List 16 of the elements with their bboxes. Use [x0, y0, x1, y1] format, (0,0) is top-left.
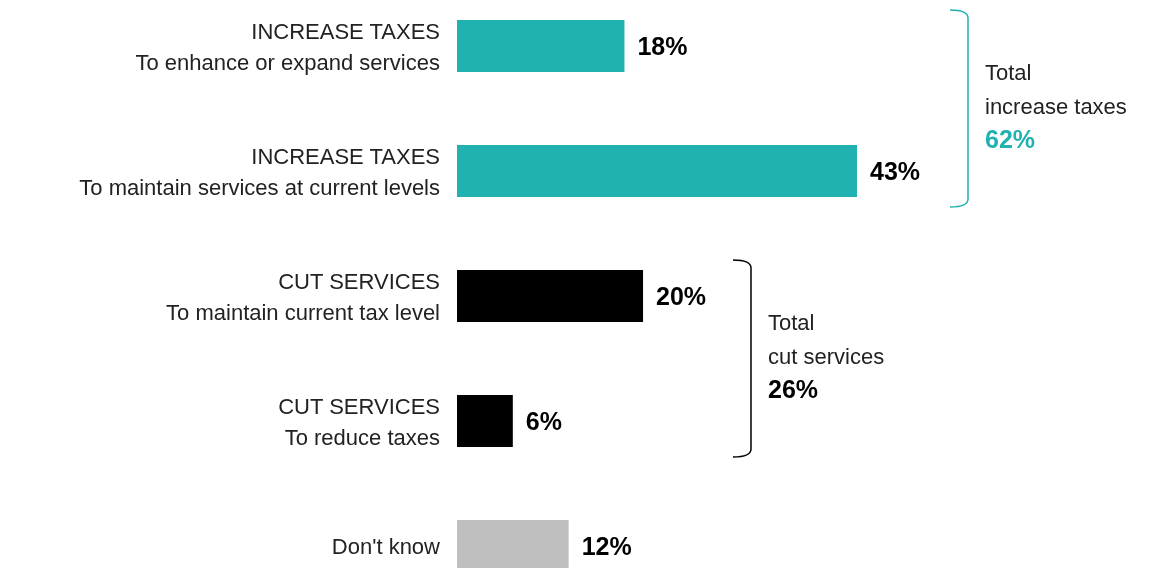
- bar: [457, 270, 644, 322]
- y-tick-label: CUT SERVICES To maintain current tax level: [166, 268, 440, 325]
- data-label: 18%: [637, 32, 688, 60]
- bar: [457, 145, 857, 197]
- data-label: 12%: [581, 532, 632, 560]
- y-tick-label: INCREASE TAXES To enhance or expand services: [135, 18, 440, 75]
- bar: [457, 395, 513, 447]
- data-label: 43%: [870, 157, 921, 185]
- bar: [457, 20, 625, 72]
- data-label: 20%: [656, 282, 707, 310]
- data-label: 6%: [525, 407, 562, 435]
- y-tick-label: INCREASE TAXES To maintain services at current levels: [79, 143, 440, 200]
- annotation: Total cut services 26%: [768, 309, 885, 403]
- y-tick-label: Don't know: [331, 534, 441, 559]
- text: Total increase taxes 62%: [985, 59, 1127, 153]
- y-tick-label: CUT SERVICES To reduce taxes: [278, 393, 440, 450]
